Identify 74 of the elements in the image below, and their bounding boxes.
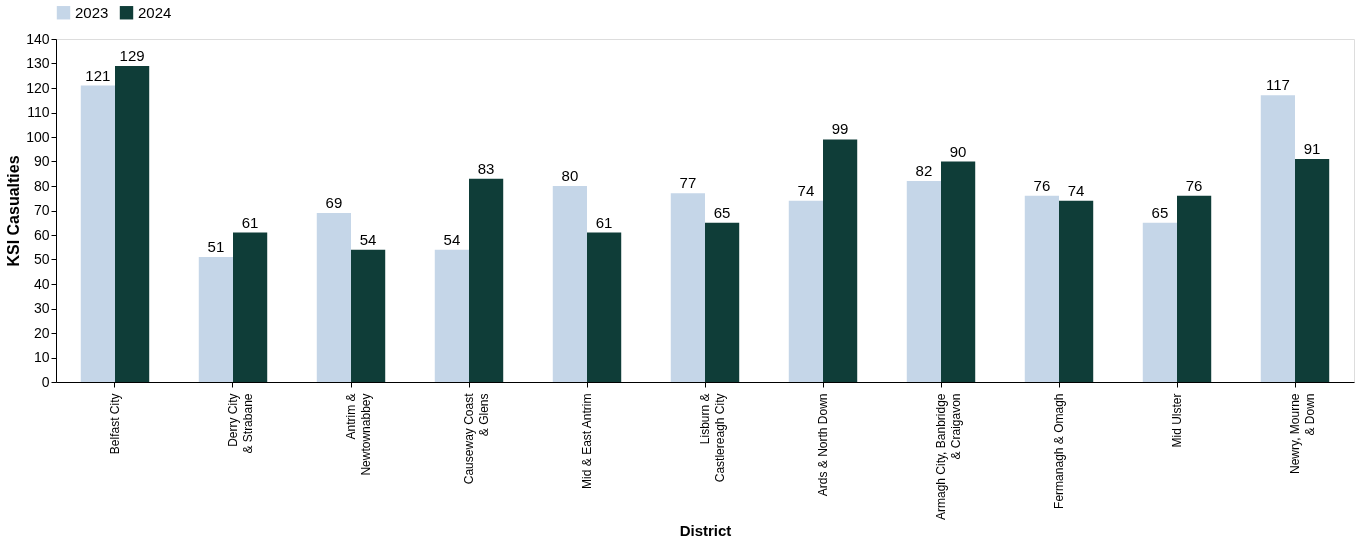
legend-label: 2023 — [75, 3, 109, 21]
data-label: 77 — [679, 174, 697, 192]
y-axis-title: KSI Casualties — [5, 155, 23, 267]
data-label: 82 — [915, 162, 933, 180]
bar — [115, 65, 150, 382]
bar — [788, 200, 823, 382]
x-tick-label: Derry City & Strabane — [226, 393, 255, 454]
y-tick-label: 50 — [33, 251, 50, 267]
x-tick-label: Ards & North Down — [816, 393, 830, 497]
x-tick-label: Newry, Mourne & Down — [1288, 393, 1317, 474]
y-tick-label: 110 — [27, 104, 50, 120]
y-tick-label: 90 — [33, 153, 50, 169]
y-tick-label: 40 — [33, 275, 50, 292]
bar — [941, 161, 976, 382]
bar — [1059, 200, 1094, 382]
data-label: 65 — [1151, 203, 1169, 221]
data-label: 99 — [831, 120, 849, 138]
bar — [1295, 159, 1330, 382]
bar — [233, 232, 268, 382]
bar — [705, 222, 740, 382]
data-label: 69 — [325, 193, 343, 211]
bar — [434, 249, 469, 382]
data-label: 74 — [797, 181, 815, 199]
y-tick-label: 0 — [41, 373, 50, 390]
data-label: 54 — [443, 230, 461, 248]
data-label: 51 — [207, 238, 225, 256]
x-tick-label: Antrim & Newtownabbey — [344, 393, 373, 476]
y-tick-label: 20 — [33, 324, 50, 341]
bar — [587, 232, 622, 382]
x-tick-label: Lisburn & Castlereagh City — [698, 393, 727, 483]
x-tick-label: Mid Ulster — [1170, 393, 1184, 448]
y-tick-label: 100 — [26, 128, 50, 145]
bar — [1260, 95, 1295, 382]
legend-label: 2024 — [138, 3, 172, 21]
y-tick-label: 30 — [33, 300, 50, 316]
data-label: 80 — [561, 167, 579, 184]
x-tick-label: Fermanagh & Omagh — [1052, 393, 1066, 509]
data-label: 65 — [713, 203, 731, 221]
bar — [1177, 195, 1212, 382]
data-label: 61 — [241, 213, 259, 231]
y-tick-label: 140 — [26, 30, 50, 47]
x-tick-label: Causeway Coast & Glens — [462, 392, 491, 485]
bar — [906, 181, 941, 382]
y-tick-label: 120 — [26, 79, 50, 96]
data-label: 76 — [1185, 176, 1203, 194]
bar — [80, 85, 115, 382]
bar — [316, 212, 351, 382]
data-label: 129 — [119, 46, 145, 64]
bar — [670, 193, 705, 382]
data-label: 54 — [359, 230, 377, 248]
bar — [1142, 222, 1177, 382]
y-tick-label: 130 — [26, 55, 50, 71]
data-label: 83 — [477, 159, 495, 177]
bar — [351, 249, 386, 382]
bar — [823, 139, 858, 382]
x-tick-label: Armagh City, Banbridge & Craigavon — [934, 393, 963, 521]
data-label: 90 — [949, 142, 967, 160]
data-label: 74 — [1067, 181, 1085, 199]
y-tick-label: 70 — [33, 202, 50, 218]
y-tick-label: 80 — [33, 177, 50, 194]
data-label: 91 — [1303, 140, 1321, 158]
y-tick-label: 10 — [33, 349, 50, 365]
x-tick-label: Belfast City — [108, 393, 122, 455]
bar — [198, 257, 233, 382]
data-label: 121 — [85, 66, 111, 84]
bar — [552, 186, 587, 382]
x-axis-title: District — [679, 522, 732, 539]
data-label: 76 — [1033, 176, 1051, 194]
bar — [469, 178, 504, 382]
data-label: 117 — [1265, 76, 1290, 94]
x-tick-label: Mid & East Antrim — [580, 393, 594, 489]
data-label: 61 — [595, 213, 613, 231]
y-tick-label: 60 — [33, 226, 50, 243]
bar — [1024, 195, 1059, 382]
